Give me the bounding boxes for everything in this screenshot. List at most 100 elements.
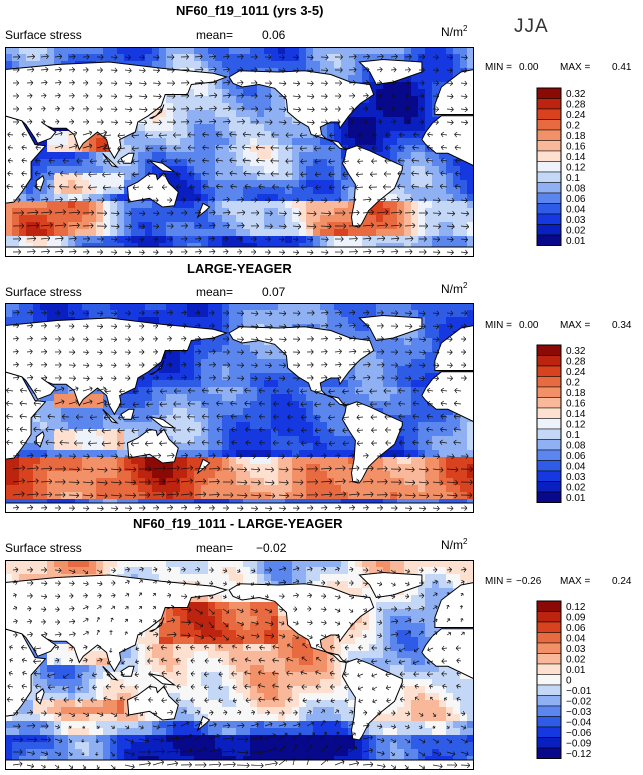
field-cell — [383, 450, 391, 458]
field-cell — [54, 159, 62, 167]
field-cell — [82, 478, 90, 486]
field-cell — [40, 443, 48, 451]
field-cell — [243, 380, 251, 388]
field-cell — [397, 436, 405, 444]
stress-arrowhead — [406, 106, 410, 112]
field-cell — [159, 387, 167, 395]
field-cell — [327, 138, 335, 146]
stress-arrowhead — [423, 249, 427, 255]
field-cell — [236, 478, 244, 486]
field-cell — [390, 187, 398, 195]
field-cell — [131, 54, 139, 62]
field-cell — [439, 429, 447, 437]
stress-arrow — [222, 238, 229, 240]
field-cell — [271, 54, 279, 62]
panel-1-min-value: 0.00 — [519, 62, 539, 73]
field-cell — [229, 201, 237, 209]
field-cell — [138, 464, 146, 472]
field-cell — [47, 236, 55, 244]
field-cell — [33, 485, 41, 493]
field-cell — [82, 187, 90, 195]
field-cell — [425, 75, 433, 83]
field-cell — [187, 310, 195, 318]
field-cell — [103, 464, 111, 472]
panel-1-units-exp: 2 — [463, 24, 468, 33]
field-cell — [334, 457, 342, 465]
stress-arrow — [132, 160, 140, 163]
field-cell — [222, 422, 230, 430]
field-cell — [201, 359, 209, 367]
stress-arrow — [440, 159, 448, 162]
stress-arrow — [390, 69, 397, 71]
field-cell — [243, 201, 251, 209]
field-cell — [222, 387, 230, 395]
field-cell — [152, 166, 160, 174]
stress-arrowhead — [128, 210, 132, 217]
field-cell — [152, 492, 160, 500]
field-cell — [61, 187, 69, 195]
field-cell — [166, 117, 174, 125]
field-cell — [166, 54, 174, 62]
field-cell — [166, 317, 174, 325]
stress-arrowhead — [437, 223, 441, 230]
stress-arrow — [328, 147, 336, 150]
stress-arrowhead — [440, 157, 445, 164]
field-cell — [222, 110, 230, 118]
field-cell — [201, 222, 209, 230]
field-cell — [432, 208, 440, 216]
field-cell — [180, 485, 188, 493]
field-cell — [285, 47, 293, 55]
field-cell — [418, 173, 426, 181]
field-cell — [425, 54, 433, 62]
field-cell — [383, 145, 391, 153]
field-cell — [285, 485, 293, 493]
field-cell — [285, 366, 293, 374]
stress-arrowhead — [88, 143, 93, 149]
field-cell — [271, 96, 279, 104]
field-cell — [131, 152, 139, 160]
field-cell — [257, 401, 265, 409]
field-cell — [124, 208, 132, 216]
field-cell — [47, 303, 55, 311]
stress-arrowhead — [465, 223, 470, 230]
field-cell — [201, 471, 209, 479]
stress-arrow — [68, 238, 77, 240]
field-cell — [285, 429, 293, 437]
stress-arrow — [292, 95, 301, 98]
stress-arrowhead — [339, 67, 343, 73]
stress-arrow — [8, 160, 14, 162]
field-cell — [404, 54, 412, 62]
field-cell — [425, 173, 433, 181]
field-cell — [460, 415, 468, 423]
field-cell — [159, 131, 167, 139]
field-cell — [432, 201, 440, 209]
stress-arrowhead — [328, 158, 332, 165]
field-cell — [285, 201, 293, 209]
stress-arrowhead — [342, 210, 346, 216]
field-cell — [82, 471, 90, 479]
field-cell — [166, 415, 174, 423]
stress-arrowhead — [85, 93, 89, 99]
field-cell — [404, 145, 412, 153]
stress-arrow — [138, 69, 146, 72]
stress-arrowhead — [102, 172, 106, 178]
stress-arrowhead — [268, 93, 272, 99]
field-cell — [418, 401, 426, 409]
field-cell — [173, 215, 181, 223]
field-cell — [201, 436, 209, 444]
field-cell — [47, 222, 55, 230]
field-cell — [418, 110, 426, 118]
field-cell — [327, 47, 335, 55]
field-cell — [159, 152, 167, 160]
field-cell — [411, 173, 419, 181]
field-cell — [229, 236, 237, 244]
field-cell — [341, 492, 349, 500]
field-cell — [341, 54, 349, 62]
field-cell — [264, 450, 272, 458]
stress-arrowhead — [88, 130, 93, 136]
field-cell — [194, 492, 202, 500]
field-cell — [327, 436, 335, 444]
field-cell — [173, 152, 181, 160]
field-cell — [187, 303, 195, 311]
stress-arrowhead — [454, 131, 458, 138]
